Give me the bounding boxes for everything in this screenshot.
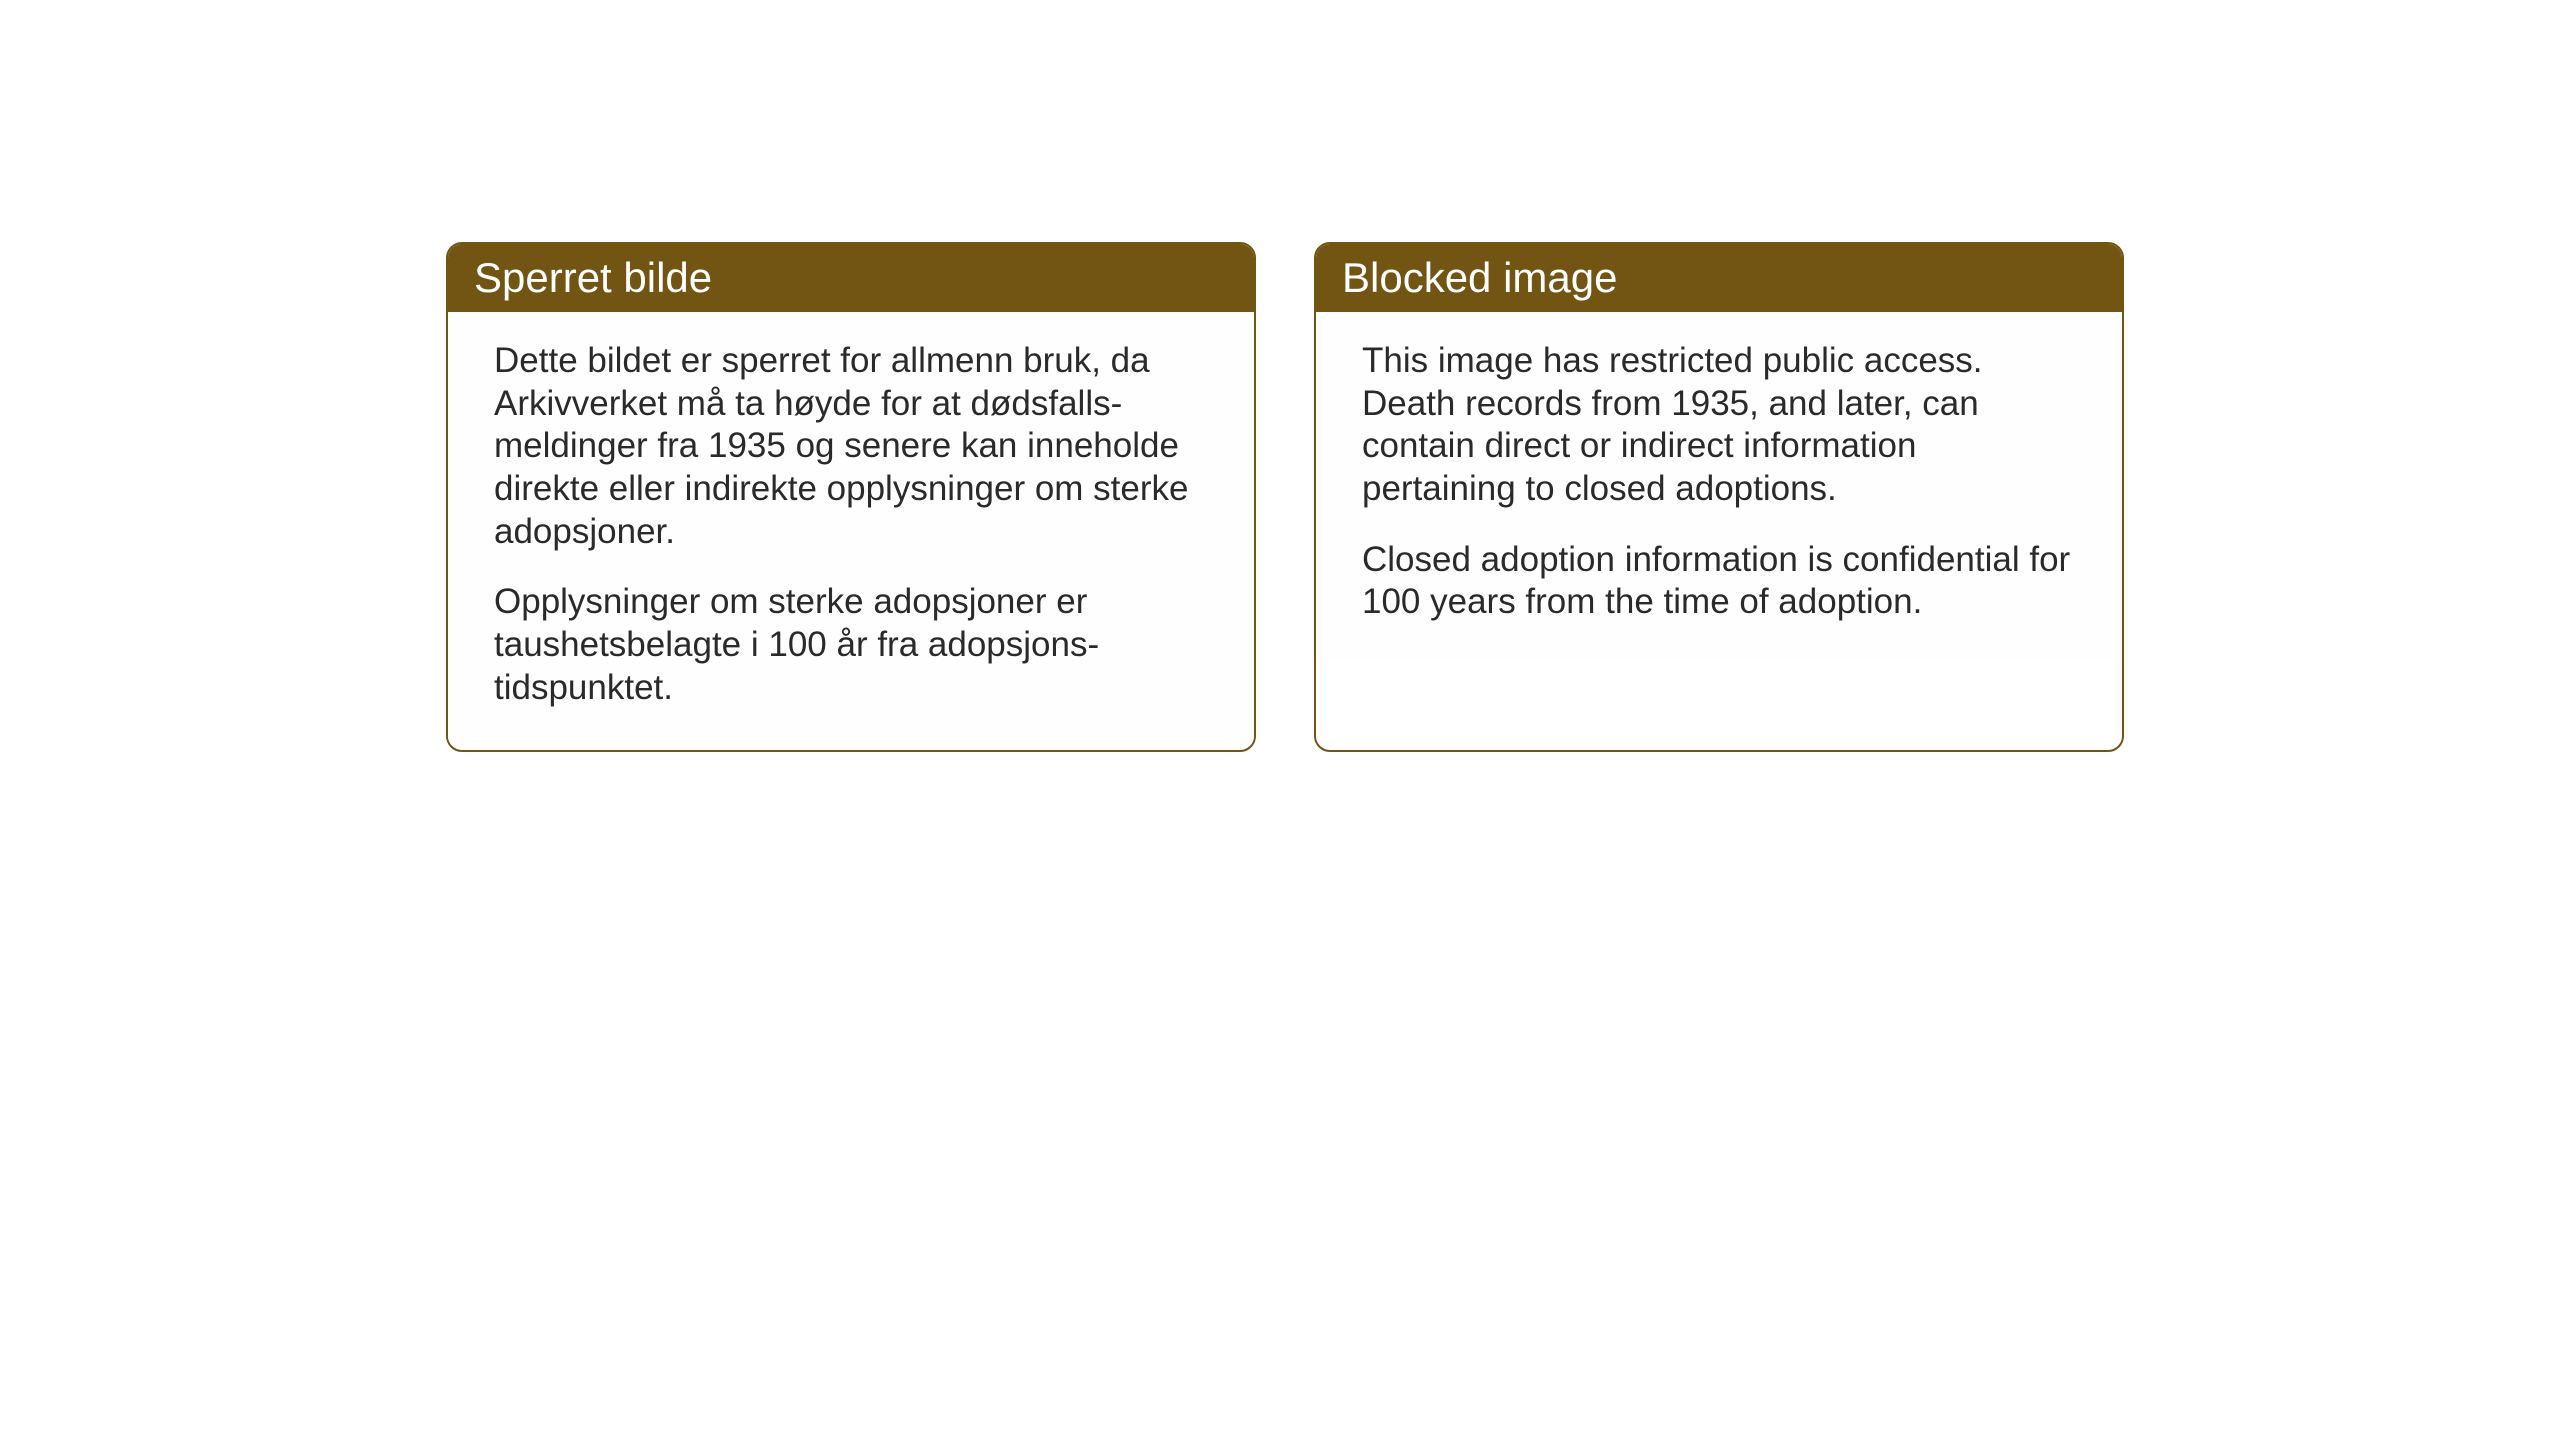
notice-container: Sperret bilde Dette bildet er sperret fo…: [446, 242, 2124, 752]
card-header-english: Blocked image: [1316, 244, 2122, 312]
card-body-english: This image has restricted public access.…: [1316, 312, 2122, 660]
notice-card-english: Blocked image This image has restricted …: [1314, 242, 2124, 752]
notice-card-norwegian: Sperret bilde Dette bildet er sperret fo…: [446, 242, 1256, 752]
paragraph-english-1: This image has restricted public access.…: [1362, 340, 2076, 511]
card-body-norwegian: Dette bildet er sperret for allmenn bruk…: [448, 312, 1254, 746]
paragraph-norwegian-1: Dette bildet er sperret for allmenn bruk…: [494, 340, 1208, 553]
paragraph-english-2: Closed adoption information is confident…: [1362, 539, 2076, 624]
paragraph-norwegian-2: Opplysninger om sterke adopsjoner er tau…: [494, 581, 1208, 709]
card-header-norwegian: Sperret bilde: [448, 244, 1254, 312]
